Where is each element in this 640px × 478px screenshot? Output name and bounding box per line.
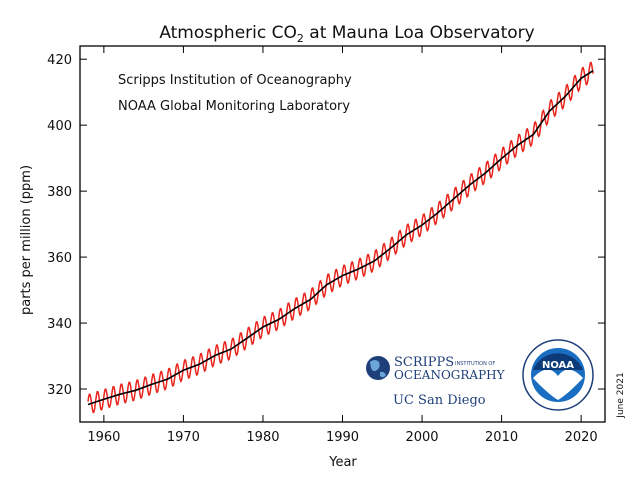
y-tick-label: 320 [47, 383, 72, 398]
chart-title-rest: at Mauna Loa Observatory [304, 23, 535, 43]
annotation-scripps: Scripps Institution of Oceanography [118, 73, 352, 88]
chart-title-subscript: 2 [297, 32, 304, 45]
noaa-logo: NOAA [522, 339, 594, 411]
x-tick-label: 1960 [87, 430, 120, 445]
y-tick-label: 360 [47, 251, 72, 266]
globe-land-icon [370, 360, 386, 378]
x-tick-label: 1990 [326, 430, 359, 445]
x-tick-label: 1980 [246, 430, 279, 445]
noaa-text: NOAA [542, 360, 574, 371]
y-tick-label: 380 [47, 185, 72, 200]
x-tick-label: 2010 [485, 430, 518, 445]
chart-title: Atmospheric CO2 at Mauna Loa Observatory [159, 23, 534, 45]
scripps-line1: SCRIPPS [394, 355, 454, 370]
x-axis-label: Year [328, 455, 357, 470]
x-tick-label: 2000 [405, 430, 438, 445]
scripps-line1-small: INSTITUTION OF [455, 361, 495, 367]
y-tick-label: 400 [47, 119, 72, 134]
chart-title-main: Atmospheric CO [159, 23, 297, 43]
y-tick-label: 420 [47, 53, 72, 68]
annotation-noaa: NOAA Global Monitoring Laboratory [118, 99, 350, 114]
monthly-co2-line [87, 61, 594, 414]
y-axis-label: parts per million (ppm) [19, 165, 34, 315]
scripps-line2: OCEANOGRAPHY [394, 368, 506, 382]
y-tick-label: 340 [47, 317, 72, 332]
x-tick-label: 2020 [565, 430, 598, 445]
noaa-top-band [533, 353, 583, 370]
axis-ticks: 1960 1970 1980 1990 2000 2010 2020 320 340 360 380… [47, 46, 605, 445]
series-group [87, 61, 594, 414]
annual-trend-line [87, 70, 594, 406]
scripps-logo: SCRIPPS INSTITUTION OF OCEANOGRAPHY UC S… [366, 355, 506, 408]
seagull-icon [533, 369, 583, 400]
ucsd-logo: UC San Diego [393, 393, 486, 408]
x-tick-label: 1970 [167, 430, 200, 445]
date-note: June 2021 [616, 372, 626, 418]
